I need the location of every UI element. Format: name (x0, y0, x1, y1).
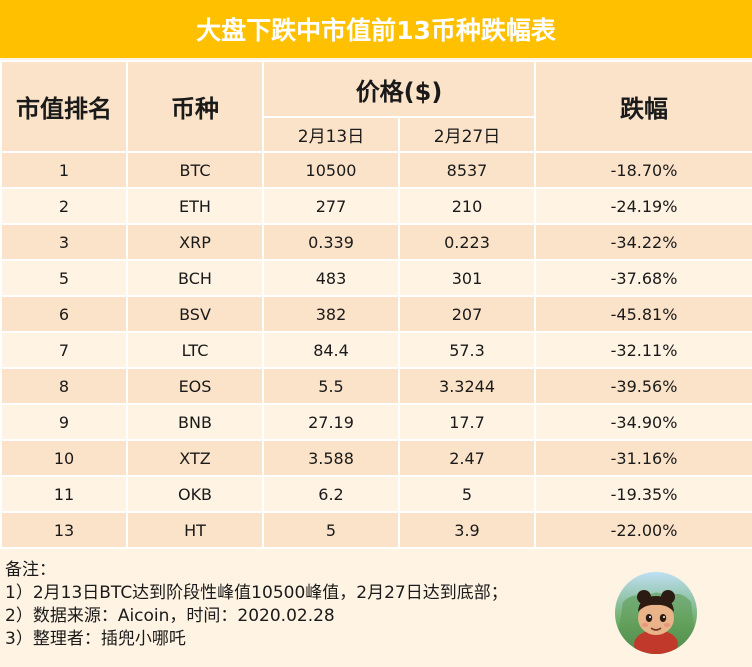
table-row: 3 XRP 0.339 0.223 -34.22% (0, 223, 752, 261)
cell-change: -34.22% (534, 223, 752, 261)
cell-price-2: 210 (397, 187, 537, 225)
table-row: 11 OKB 6.2 5 -19.35% (0, 475, 752, 513)
cell-change: -34.90% (534, 403, 752, 441)
table-row: 8 EOS 5.5 3.3244 -39.56% (0, 367, 752, 405)
cell-price-2: 5 (397, 475, 537, 513)
cell-price-1: 10500 (262, 151, 400, 189)
cell-rank: 7 (0, 331, 128, 369)
header-change: 跌幅 (534, 60, 752, 153)
cell-price-1: 483 (262, 259, 400, 297)
cell-price-1: 5.5 (262, 367, 400, 405)
cell-coin: HT (126, 511, 264, 549)
cell-price-2: 301 (397, 259, 537, 297)
cell-price-1: 382 (262, 295, 400, 333)
cell-change: -18.70% (534, 151, 752, 189)
cell-price-1: 3.588 (262, 439, 400, 477)
cell-rank: 11 (0, 475, 128, 513)
page-title: 大盘下跌中市值前13币种跌幅表 (0, 0, 752, 58)
cell-price-1: 27.19 (262, 403, 400, 441)
note-line: 2）数据来源：Aicoin，时间：2020.02.28 (5, 606, 335, 626)
cell-coin: BTC (126, 151, 264, 189)
cell-price-2: 0.223 (397, 223, 537, 261)
cell-price-2: 2.47 (397, 439, 537, 477)
cell-rank: 6 (0, 295, 128, 333)
table-body: 1 BTC 10500 8537 -18.70% 2 ETH 277 210 -… (0, 151, 752, 549)
table-row: 9 BNB 27.19 17.7 -34.90% (0, 403, 752, 441)
cell-price-2: 17.7 (397, 403, 537, 441)
cell-change: -22.00% (534, 511, 752, 549)
cell-price-1: 277 (262, 187, 400, 225)
cell-rank: 8 (0, 367, 128, 405)
cell-coin: OKB (126, 475, 264, 513)
cartoon-avatar-icon (615, 572, 697, 654)
cell-rank: 2 (0, 187, 128, 225)
price-drop-table: 市值排名 币种 价格($) 跌幅 2月13日 2月27日 1 BTC 10500… (0, 60, 752, 549)
cell-price-2: 57.3 (397, 331, 537, 369)
cell-change: -32.11% (534, 331, 752, 369)
cell-change: -31.16% (534, 439, 752, 477)
cell-price-1: 0.339 (262, 223, 400, 261)
cell-coin: LTC (126, 331, 264, 369)
cell-rank: 5 (0, 259, 128, 297)
cell-change: -37.68% (534, 259, 752, 297)
cell-rank: 9 (0, 403, 128, 441)
note-line: 1）2月13日BTC达到阶段性峰值10500峰值，2月27日达到底部； (5, 583, 508, 603)
cell-change: -45.81% (534, 295, 752, 333)
cell-coin: ETH (126, 187, 264, 225)
cell-price-1: 5 (262, 511, 400, 549)
cell-coin: EOS (126, 367, 264, 405)
table-row: 2 ETH 277 210 -24.19% (0, 187, 752, 225)
cell-rank: 13 (0, 511, 128, 549)
table-row: 10 XTZ 3.588 2.47 -31.16% (0, 439, 752, 477)
cell-price-1: 6.2 (262, 475, 400, 513)
header-date-1: 2月13日 (262, 116, 400, 153)
cell-rank: 1 (0, 151, 128, 189)
note-line: 3）整理者：插兜小哪吒 (5, 629, 186, 649)
cell-change: -39.56% (534, 367, 752, 405)
table-row: 7 LTC 84.4 57.3 -32.11% (0, 331, 752, 369)
header-rank: 市值排名 (0, 60, 128, 153)
notes: 备注： 1）2月13日BTC达到阶段性峰值10500峰值，2月27日达到底部； … (5, 559, 508, 651)
cell-coin: XTZ (126, 439, 264, 477)
cell-change: -24.19% (534, 187, 752, 225)
cell-coin: BCH (126, 259, 264, 297)
notes-heading: 备注： (5, 560, 56, 580)
cell-coin: BSV (126, 295, 264, 333)
cell-rank: 3 (0, 223, 128, 261)
cell-price-2: 3.3244 (397, 367, 537, 405)
table-row: 5 BCH 483 301 -37.68% (0, 259, 752, 297)
header-coin: 币种 (126, 60, 264, 153)
cell-price-2: 3.9 (397, 511, 537, 549)
cell-coin: BNB (126, 403, 264, 441)
cell-price-2: 207 (397, 295, 537, 333)
cell-change: -19.35% (534, 475, 752, 513)
table-row: 1 BTC 10500 8537 -18.70% (0, 151, 752, 189)
table-row: 13 HT 5 3.9 -22.00% (0, 511, 752, 549)
cell-rank: 10 (0, 439, 128, 477)
cell-price-1: 84.4 (262, 331, 400, 369)
cell-price-2: 8537 (397, 151, 537, 189)
cell-coin: XRP (126, 223, 264, 261)
header-date-2: 2月27日 (397, 116, 537, 153)
table-row: 6 BSV 382 207 -45.81% (0, 295, 752, 333)
header-price: 价格($) (261, 60, 537, 118)
